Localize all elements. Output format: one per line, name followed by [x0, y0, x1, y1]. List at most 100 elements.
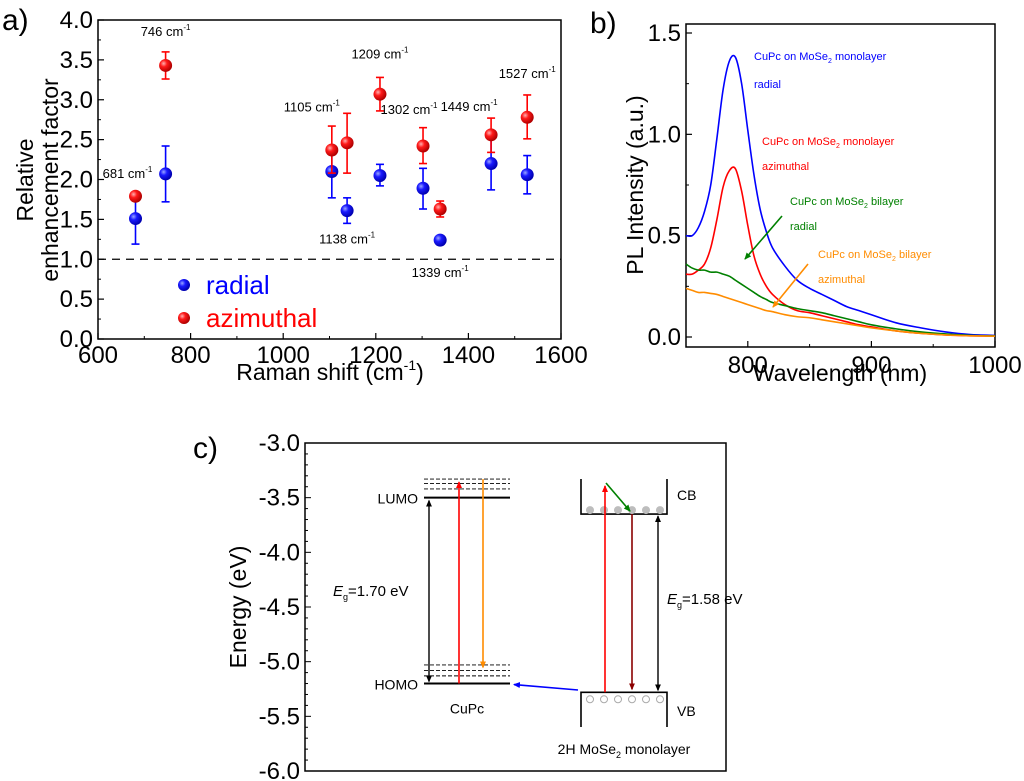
- panel-b-label: b): [590, 7, 617, 40]
- y-tick-label: -5.0: [259, 649, 300, 676]
- data-point-azimuthal: [325, 143, 339, 157]
- electron-dot: [642, 506, 650, 515]
- data-point-azimuthal: [416, 139, 430, 153]
- y-tick-label: -6.0: [259, 758, 300, 781]
- mose2-thermalization-arrow: [605, 482, 631, 512]
- curve-label-line2: radial: [754, 79, 781, 91]
- panel-c-y-axis-title: Energy (eV): [225, 546, 251, 669]
- panel-b-y-axis-title: PL Intensity (a.u.): [622, 95, 648, 274]
- y-tick-label: 4.0: [60, 7, 93, 34]
- y-tick-label: -4.0: [259, 539, 300, 566]
- curve-label: CuPc on MoSe2 bilayer: [790, 196, 904, 210]
- x-tick-label: 800: [728, 352, 768, 379]
- legend-marker-radial: [178, 279, 190, 291]
- panel-b-plot-frame: [685, 23, 996, 348]
- data-point-azimuthal: [159, 58, 173, 72]
- legend-label-radial: radial: [206, 270, 270, 300]
- peak-annotation: 1339 cm-1: [412, 264, 470, 280]
- y-tick-label: 3.0: [60, 87, 93, 114]
- orange-pointer-arrow: [772, 263, 809, 308]
- panel-a-legend: radial azimuthal: [178, 270, 317, 333]
- electron-dot: [656, 506, 664, 515]
- panel-a-x-axis-title: Raman shift (cm-1): [236, 357, 424, 385]
- y-tick-label: -5.5: [259, 703, 300, 730]
- panel-a-data: [129, 51, 534, 247]
- y-tick-label: 2.0: [60, 167, 93, 194]
- lumo-label: LUMO: [378, 491, 419, 507]
- panel-a-axes: 600 800 1000 1200 1400 1600 0.0 0.5 1.0 1.5 2.0 2.5…: [60, 7, 588, 369]
- mose2-gap-label: Eg=1.58 eV: [667, 591, 743, 610]
- panel-a-label: a): [2, 4, 29, 37]
- legend-marker-azimuthal: [178, 312, 190, 324]
- data-point-azimuthal: [373, 87, 387, 101]
- data-point-radial: [433, 233, 447, 247]
- peak-annotation: 1449 cm-1: [441, 98, 499, 114]
- panel-a-y-axis-title-line1: Relative: [12, 138, 38, 221]
- hole-circle: [656, 695, 664, 704]
- hole-circle: [600, 695, 608, 704]
- cupc-name: CuPc: [450, 701, 484, 717]
- peak-annotation: 1302 cm-1: [381, 101, 439, 117]
- legend-label-azimuthal: azimuthal: [206, 303, 317, 333]
- hole-circle: [614, 695, 622, 704]
- cupc-gap-label: Eg=1.70 eV: [333, 583, 409, 602]
- curve-label-line2: azimuthal: [818, 274, 865, 286]
- peak-annotation: 746 cm-1: [141, 23, 191, 39]
- curve-label: CuPc on MoSe2 monolayer: [762, 136, 895, 150]
- y-tick-label: 3.5: [60, 47, 93, 74]
- peak-annotation: 1105 cm-1: [284, 99, 341, 115]
- vb-label: VB: [677, 703, 696, 719]
- pl-curve-3: [685, 287, 996, 337]
- y-tick-label: 0.5: [60, 286, 93, 313]
- x-tick-label: 1000: [968, 352, 1021, 379]
- data-point-radial: [416, 181, 430, 195]
- pl-curve-0: [685, 54, 996, 337]
- x-tick-label: 1000: [257, 342, 310, 369]
- panel-a-annotations: 681 cm-1 746 cm-1 1105 cm-1 1138 cm-1 1209 c…: [103, 23, 557, 280]
- y-tick-label: -3.5: [259, 485, 300, 512]
- data-point-azimuthal: [520, 110, 534, 124]
- y-tick-label: 1.0: [648, 121, 681, 148]
- data-point-radial: [129, 212, 143, 226]
- hole-transfer-arrow: [513, 682, 579, 691]
- panel-c-diagram: LUMO HOMO CuPc Eg=1.70 eV CB VB 2H MoSe2 monol…: [333, 478, 743, 760]
- curve-label-line2: azimuthal: [762, 161, 809, 173]
- peak-annotation: 1209 cm-1: [351, 45, 409, 61]
- y-tick-label: 1.5: [60, 206, 93, 233]
- electron-dot: [614, 506, 622, 515]
- hole-circle: [642, 695, 650, 704]
- data-point-radial: [484, 157, 498, 171]
- electron-dot: [600, 506, 608, 515]
- panel-c: c) -3.0 -3.5 -4.0 -4.5 -5.0 -5.5 -6.0 LUMO HOMO…: [193, 430, 743, 781]
- panel-c-plot-frame: [304, 442, 727, 772]
- panel-a: a) 600 800 1000 1200 1400 1600 0.0 0.5 1.0 1.5 2.0…: [2, 4, 588, 385]
- x-tick-label: 800: [171, 342, 211, 369]
- data-point-azimuthal: [340, 136, 354, 150]
- peak-annotation: 681 cm-1: [103, 165, 153, 181]
- hole-circle: [586, 695, 594, 704]
- green-pointer-arrow: [744, 215, 783, 260]
- electron-dot: [586, 506, 594, 515]
- curve-label-line2: radial: [790, 221, 817, 233]
- data-point-azimuthal: [484, 128, 498, 142]
- panel-a-y-axis-title-line2: enhancement factor: [37, 78, 63, 282]
- homo-label: HOMO: [374, 677, 418, 693]
- curve-label: CuPc on MoSe2 bilayer: [818, 249, 932, 263]
- data-point-azimuthal: [433, 202, 447, 216]
- panel-b: b) 800 900 1000 0.0 0.5 1.0 1.5 CuPc on MoSe2 …: [590, 7, 1022, 386]
- panel-c-label: c): [193, 432, 218, 465]
- valence-band: [580, 691, 668, 727]
- y-tick-label: 2.5: [60, 127, 93, 154]
- x-tick-label: 600: [78, 342, 118, 369]
- conduction-band: [580, 479, 668, 515]
- pl-curve-2: [685, 263, 996, 337]
- data-point-radial: [340, 204, 354, 218]
- y-tick-label: 0.0: [648, 324, 681, 351]
- y-tick-label: 0.0: [60, 326, 93, 353]
- y-tick-label: 1.0: [60, 246, 93, 273]
- x-tick-label: 1400: [442, 342, 495, 369]
- x-tick-label: 1200: [349, 342, 402, 369]
- cb-label: CB: [677, 487, 696, 503]
- mose2-name: 2H MoSe2 monolayer: [558, 741, 691, 760]
